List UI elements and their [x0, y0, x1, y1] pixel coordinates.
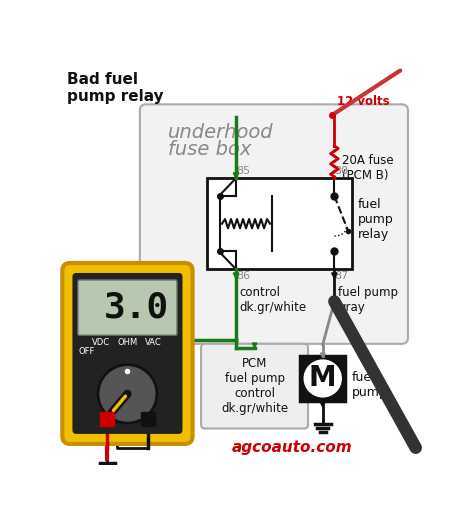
Text: 85: 85: [236, 166, 250, 176]
Text: fuel
pump
relay: fuel pump relay: [357, 198, 393, 241]
Text: 87: 87: [334, 271, 348, 281]
FancyBboxPatch shape: [78, 280, 177, 335]
Text: VDC: VDC: [92, 337, 110, 347]
Polygon shape: [332, 303, 337, 308]
Text: PCM
fuel pump
control
dk.gr/white: PCM fuel pump control dk.gr/white: [221, 357, 288, 415]
Text: OFF: OFF: [79, 347, 95, 356]
Text: agcoauto.com: agcoauto.com: [231, 440, 352, 456]
Text: 86: 86: [236, 271, 250, 281]
Text: Bad fuel
pump relay: Bad fuel pump relay: [67, 72, 164, 105]
Text: 3.0: 3.0: [104, 291, 169, 325]
Text: underhood: underhood: [168, 123, 273, 142]
Bar: [207, 178, 352, 269]
Polygon shape: [233, 173, 239, 178]
Text: 30: 30: [334, 166, 348, 176]
Polygon shape: [115, 340, 120, 346]
Polygon shape: [252, 343, 257, 348]
FancyBboxPatch shape: [201, 344, 308, 428]
Text: M: M: [309, 365, 337, 392]
Circle shape: [305, 361, 341, 396]
Text: control
dk.gr/white: control dk.gr/white: [240, 286, 307, 314]
FancyBboxPatch shape: [73, 273, 182, 434]
Bar: [300, 356, 345, 401]
FancyBboxPatch shape: [140, 105, 408, 344]
Text: fuse box: fuse box: [168, 140, 251, 159]
FancyBboxPatch shape: [63, 263, 192, 444]
Text: VAC: VAC: [146, 337, 162, 347]
Polygon shape: [332, 273, 337, 278]
Text: 20A fuse
(PCM B): 20A fuse (PCM B): [342, 154, 394, 181]
Polygon shape: [320, 402, 325, 407]
FancyBboxPatch shape: [58, 62, 428, 466]
Text: fuel pump
gray: fuel pump gray: [338, 286, 398, 314]
Text: 12 volts: 12 volts: [337, 95, 389, 108]
Circle shape: [98, 365, 157, 423]
Polygon shape: [320, 353, 325, 358]
Text: OHM: OHM: [118, 337, 137, 347]
Text: fuel
pump: fuel pump: [351, 371, 387, 399]
Polygon shape: [233, 273, 239, 278]
